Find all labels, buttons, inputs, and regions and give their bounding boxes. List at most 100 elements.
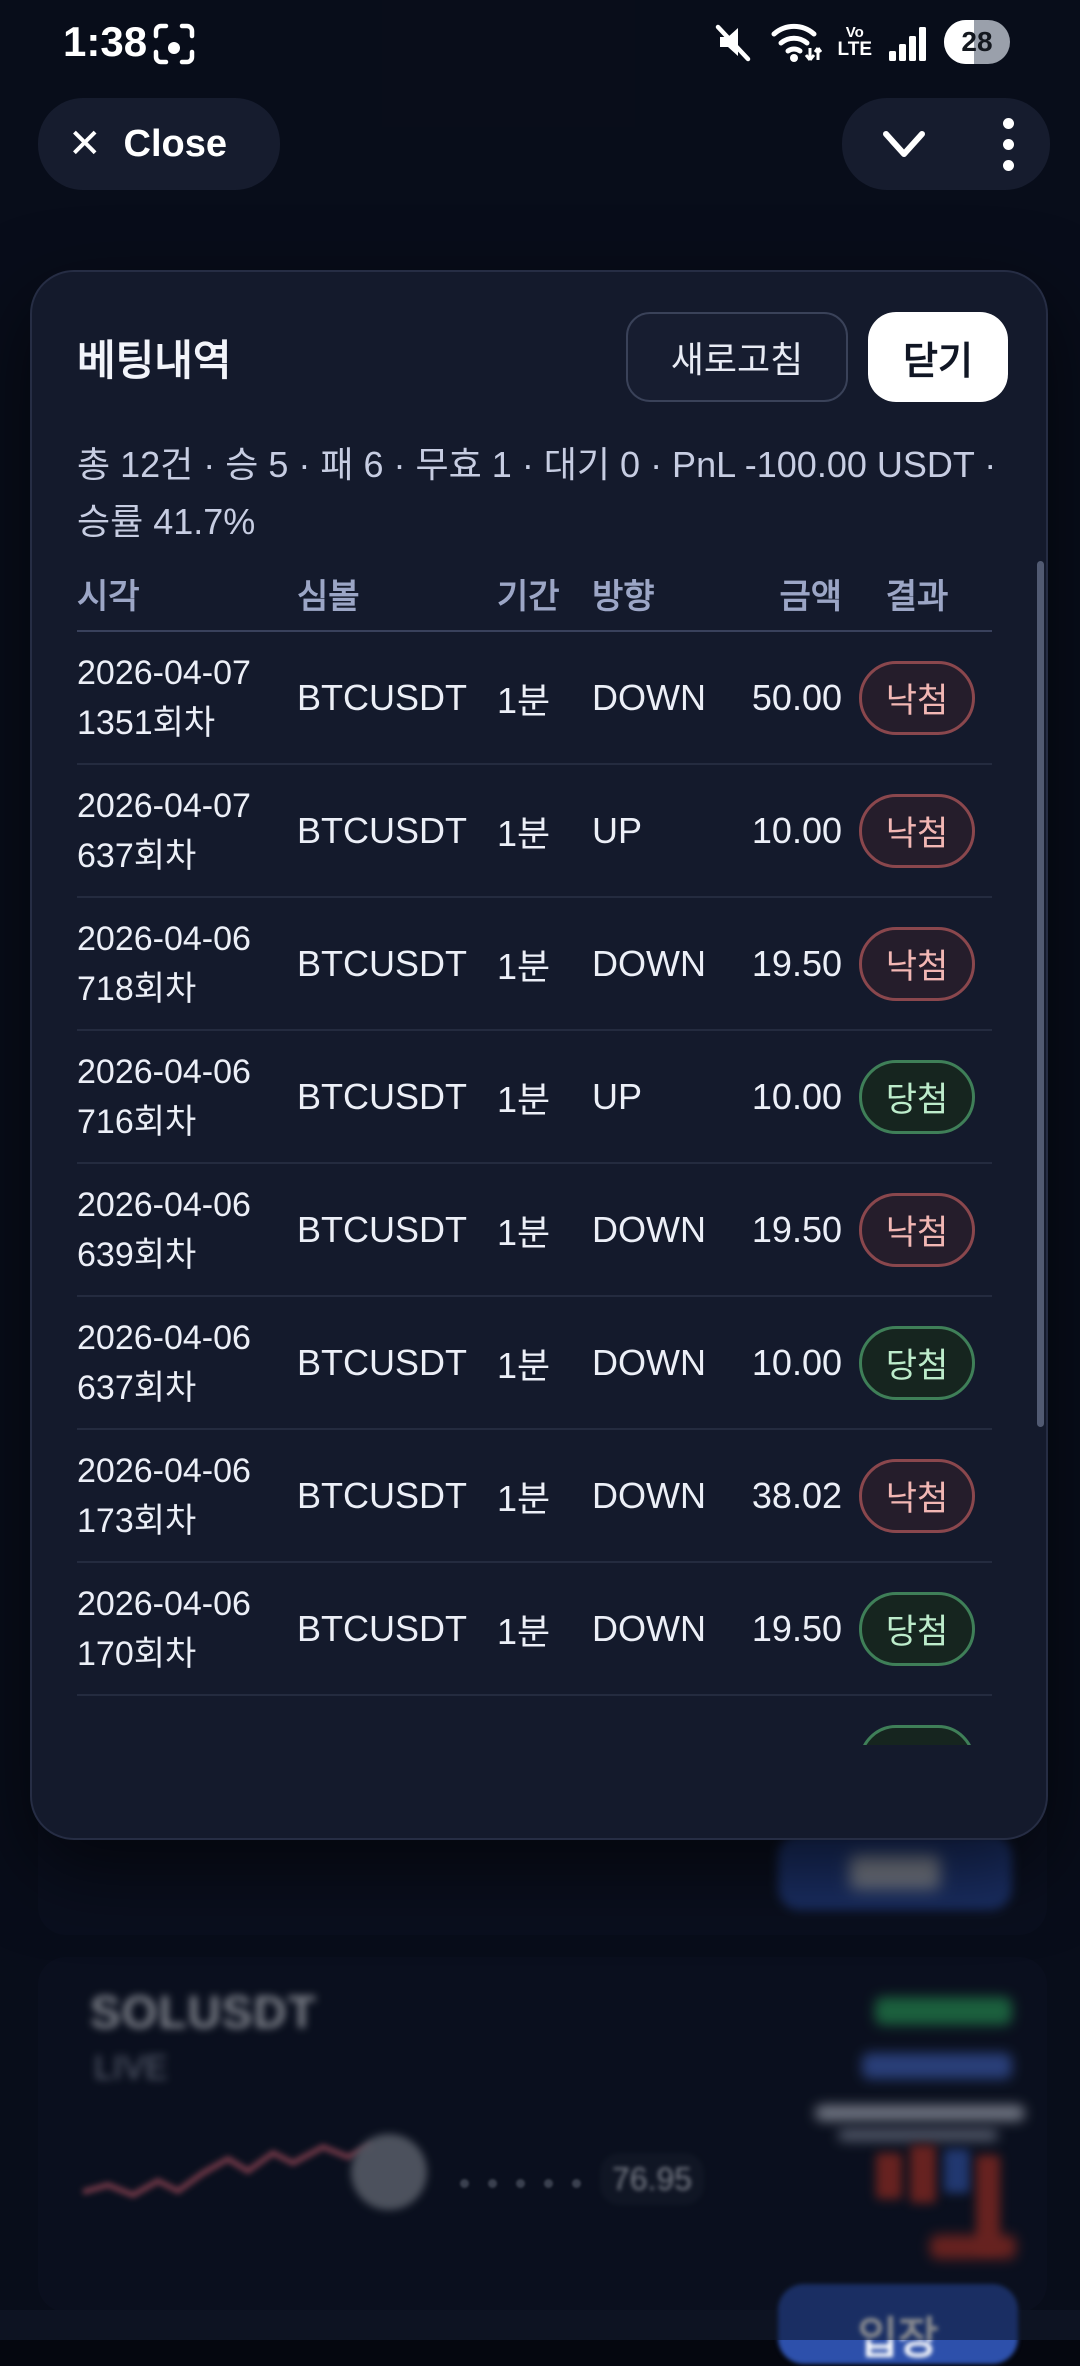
price-sparkline xyxy=(82,2142,375,2198)
bet-time: 2026-04-07 1351회차 xyxy=(77,653,251,742)
overlay-close-label: Close xyxy=(123,122,227,165)
result-badge: 당첨 xyxy=(859,1325,975,1400)
bet-amount: 10.00 xyxy=(751,809,842,851)
table-row: 2026-04-06 639회차 BTCUSDT 1분 DOWN 19.50 낙… xyxy=(77,1164,992,1297)
bet-amount: 38.02 xyxy=(751,1474,842,1516)
bet-time: 2026-04-06 639회차 xyxy=(77,1185,251,1274)
bet-direction: DOWN xyxy=(592,676,706,718)
result-badge: 낙첨 xyxy=(859,1192,975,1267)
volte-icon: Vo LTE xyxy=(837,24,872,60)
wifi-icon xyxy=(771,23,822,62)
bet-time: 2026-04-07 637회차 xyxy=(77,786,251,875)
chevron-down-icon[interactable] xyxy=(878,124,930,164)
bet-time: 2026-04-06 637회차 xyxy=(77,1318,251,1407)
close-icon: ✕ xyxy=(68,122,102,166)
table-row: 2026-04-06 716회차 BTCUSDT 1분 UP 10.00 당첨 xyxy=(77,1031,992,1164)
table-row: 2026-04-06 당첨 xyxy=(77,1696,992,1745)
background-symbol: SOLUSDT xyxy=(90,1986,317,2038)
modal-title: 베팅내역 xyxy=(77,336,232,384)
col-time: 시각 xyxy=(77,578,140,616)
bet-direction: DOWN xyxy=(592,1341,706,1383)
bet-period: 1분 xyxy=(497,1211,551,1253)
candlestick xyxy=(876,2153,902,2199)
background-blue-text-blob xyxy=(862,2053,1012,2079)
table-row: 2026-04-06 170회차 BTCUSDT 1분 DOWN 19.50 당… xyxy=(77,1563,992,1696)
scrollbar-thumb[interactable] xyxy=(1037,561,1044,1427)
overlay-close-button[interactable]: ✕ Close xyxy=(38,98,280,190)
bet-symbol: BTCUSDT xyxy=(297,1075,467,1117)
background-blue-button[interactable] xyxy=(778,1834,1012,1910)
result-badge: 낙첨 xyxy=(859,926,975,1001)
background-red-text-blob xyxy=(930,2235,1016,2259)
bet-amount: 50.00 xyxy=(751,676,842,718)
bet-amount: 10.00 xyxy=(751,1075,842,1117)
table-row: 2026-04-07 637회차 BTCUSDT 1분 UP 10.00 낙첨 xyxy=(77,765,992,898)
more-options-icon[interactable] xyxy=(1002,117,1014,171)
result-badge: 당첨 xyxy=(859,1059,975,1134)
bet-direction: DOWN xyxy=(592,1474,706,1516)
dotted-line-dot xyxy=(544,2179,553,2188)
dotted-line-dot xyxy=(572,2179,581,2188)
result-badge: 당첨 xyxy=(859,1724,975,1745)
bet-symbol: BTCUSDT xyxy=(297,1474,467,1516)
dotted-line-dot xyxy=(460,2179,469,2188)
table-row: 2026-04-06 637회차 BTCUSDT 1분 DOWN 10.00 당… xyxy=(77,1297,992,1430)
candlestick xyxy=(944,2149,970,2193)
table-row: 2026-04-06 173회차 BTCUSDT 1분 DOWN 38.02 낙… xyxy=(77,1430,992,1563)
battery-fill xyxy=(944,20,975,64)
dotted-line-dot xyxy=(516,2179,525,2188)
col-result: 결과 xyxy=(885,578,949,616)
status-bar: 1:38 Vo LTE 28 xyxy=(0,0,1080,75)
bet-symbol: BTCUSDT xyxy=(297,1607,467,1649)
battery-indicator: 28 xyxy=(944,20,1010,64)
bet-period: 1분 xyxy=(497,679,551,721)
battery-percent: 28 xyxy=(961,26,993,57)
bet-direction: DOWN xyxy=(592,942,706,984)
bet-period: 1분 xyxy=(497,1344,551,1386)
bet-period: 1분 xyxy=(497,1078,551,1120)
mute-icon xyxy=(715,24,750,62)
background-live-label: LIVE xyxy=(94,2049,168,2087)
bet-time: 2026-04-06 718회차 xyxy=(77,919,251,1008)
bet-symbol: BTCUSDT xyxy=(297,676,467,718)
betting-summary: 총 12건 · 승 5 · 패 6 · 무효 1 · 대기 0 · PnL -1… xyxy=(77,444,997,542)
screen-capture-icon xyxy=(153,23,195,65)
bet-amount: 10.00 xyxy=(751,1341,842,1383)
table-header: 시각 심볼 기간 방향 금액 결과 xyxy=(77,557,992,632)
bet-symbol: BTCUSDT xyxy=(297,1341,467,1383)
bet-direction: DOWN xyxy=(592,1208,706,1250)
background-stats-blob xyxy=(815,2105,1025,2121)
price-label: 76.95 xyxy=(600,2153,704,2205)
bet-symbol: BTCUSDT xyxy=(297,809,467,851)
result-badge: 낙첨 xyxy=(859,793,975,868)
bet-period: 1분 xyxy=(497,945,551,987)
table-row: 2026-04-06 718회차 BTCUSDT 1분 DOWN 19.50 낙… xyxy=(77,898,992,1031)
modal-close-button[interactable]: 닫기 xyxy=(868,312,1008,402)
bet-symbol: BTCUSDT xyxy=(297,942,467,984)
betting-history-modal: 베팅내역 새로고침 닫기 총 12건 · 승 5 · 패 6 · 무효 1 · … xyxy=(30,270,1048,1840)
overlay-actions xyxy=(842,98,1050,190)
result-badge: 낙첨 xyxy=(859,660,975,735)
bet-time: 2026-04-06 716회차 xyxy=(77,1052,251,1141)
result-badge: 당첨 xyxy=(859,1591,975,1666)
betting-table-viewport: 시각 심볼 기간 방향 금액 결과 2026-04-07 1351회차 BTCU… xyxy=(77,557,1052,1745)
bet-time: 2026-04-06 173회차 xyxy=(77,1451,251,1540)
bet-period: 1분 xyxy=(497,812,551,854)
bet-direction: UP xyxy=(592,1075,643,1117)
bet-amount: 19.50 xyxy=(751,1208,842,1250)
bet-amount: 19.50 xyxy=(751,1607,842,1649)
bet-amount: 19.50 xyxy=(751,942,842,984)
refresh-button[interactable]: 새로고침 xyxy=(626,312,848,402)
coin-logo xyxy=(351,2134,427,2210)
result-badge: 낙첨 xyxy=(859,1458,975,1533)
bet-symbol: BTCUSDT xyxy=(297,1208,467,1250)
table-body: 2026-04-07 1351회차 BTCUSDT 1분 DOWN 50.00 … xyxy=(77,632,1052,1745)
bet-direction: UP xyxy=(592,809,643,851)
candlestick xyxy=(910,2145,936,2203)
bet-period: 1분 xyxy=(497,1610,551,1652)
col-amount: 금액 xyxy=(779,578,842,616)
col-period: 기간 xyxy=(497,578,560,616)
table-row: 2026-04-07 1351회차 BTCUSDT 1분 DOWN 50.00 … xyxy=(77,632,992,765)
col-symbol: 심볼 xyxy=(297,578,360,616)
bet-period: 1분 xyxy=(497,1477,551,1519)
